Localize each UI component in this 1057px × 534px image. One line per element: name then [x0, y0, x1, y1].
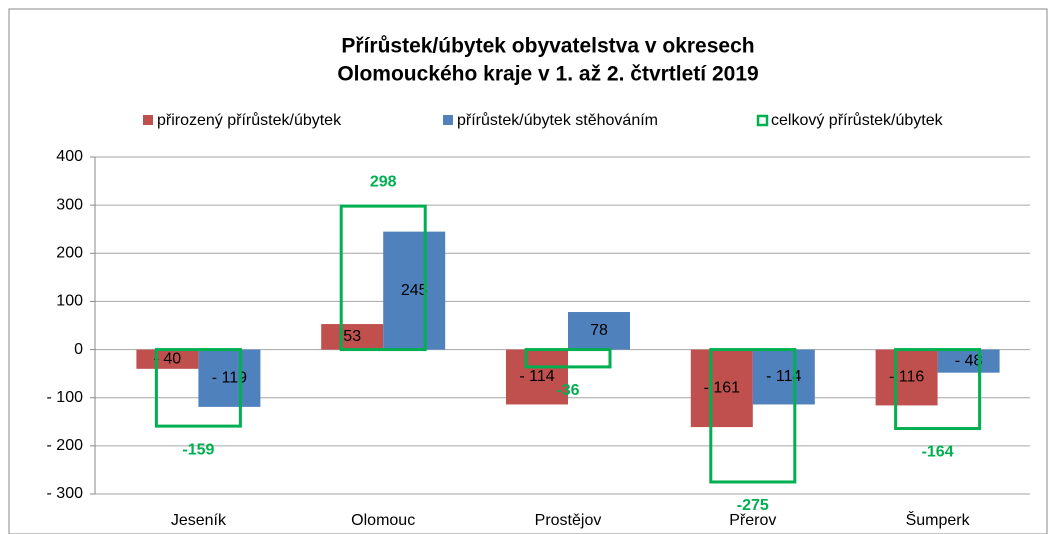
- y-tick-label: - 100: [47, 389, 84, 406]
- bar: [937, 349, 1000, 373]
- data-label: - 119: [212, 369, 247, 386]
- data-label: - 116: [889, 369, 924, 386]
- legend-swatch: [143, 115, 153, 125]
- x-tick-label: Olomouc: [351, 512, 415, 529]
- bar: [383, 231, 446, 350]
- total-box: [154, 348, 242, 428]
- legend-swatch: [756, 114, 769, 127]
- x-tick-label: Přerov: [729, 512, 776, 529]
- bar: [752, 349, 815, 405]
- bar: [506, 349, 568, 405]
- legend-label: přirozený přírůstek/úbytek: [157, 111, 342, 129]
- data-label: -275: [737, 497, 769, 514]
- x-tick-label: Jeseník: [171, 512, 227, 529]
- chart-title: Přírůstek/úbytek obyvatelstva v okresech: [341, 35, 754, 58]
- chart-title: Olomouckého kraje v 1. až 2. čtvrtletí 2…: [337, 63, 758, 86]
- bar: [568, 312, 630, 350]
- total-box: [894, 348, 982, 431]
- data-label: - 114: [766, 368, 801, 385]
- x-tick-label: Prostějov: [535, 512, 602, 529]
- y-tick-label: - 200: [47, 437, 84, 454]
- legend-label: celkový přírůstek/úbytek: [771, 111, 944, 129]
- bar: [690, 349, 753, 428]
- data-label: - 114: [519, 368, 554, 385]
- legend-label: přírůstek/úbytek stěhováním: [457, 111, 658, 129]
- total-box: [524, 348, 612, 369]
- data-label: 245: [401, 282, 428, 299]
- bar: [198, 349, 261, 407]
- bar: [321, 324, 384, 350]
- total-box: [339, 204, 427, 352]
- x-tick-label: Šumperk: [906, 510, 971, 529]
- data-label: - 40: [154, 350, 182, 367]
- data-label: 53: [343, 328, 361, 345]
- data-label: 298: [370, 173, 397, 190]
- data-label: -159: [182, 441, 214, 458]
- data-label: - 161: [704, 380, 741, 397]
- chart-frame: [8, 8, 1048, 534]
- y-tick-label: 100: [56, 293, 83, 310]
- total-box: [709, 348, 797, 484]
- y-tick-label: 200: [56, 245, 83, 262]
- y-tick-label: 300: [56, 196, 83, 213]
- y-tick-label: 400: [56, 148, 83, 165]
- data-label: -164: [922, 444, 954, 461]
- legend-swatch: [443, 115, 453, 125]
- data-label: 78: [590, 322, 608, 339]
- y-tick-label: - 300: [47, 485, 84, 502]
- data-label: - 48: [955, 352, 983, 369]
- bar: [875, 349, 938, 406]
- data-label: -36: [556, 382, 579, 399]
- bar: [136, 349, 199, 369]
- y-tick-label: 0: [74, 341, 83, 358]
